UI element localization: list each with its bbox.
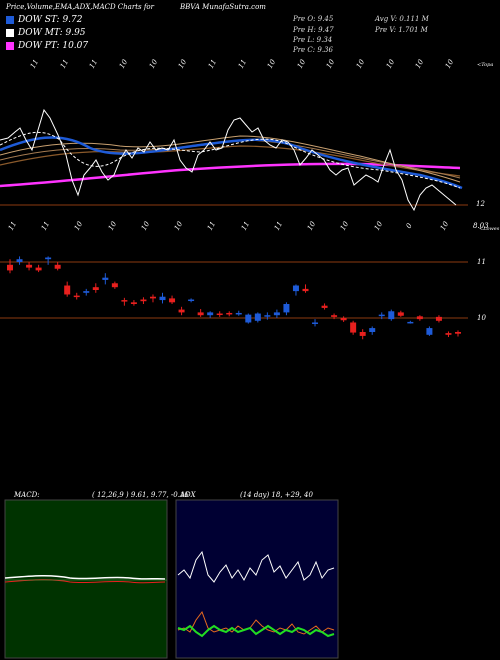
price-label-11: 11 <box>477 258 486 266</box>
candle-body <box>111 283 118 288</box>
adx-label: ADX <box>180 491 196 499</box>
candle-body <box>435 316 442 321</box>
candles-group <box>7 256 461 340</box>
legend-pt-swatch <box>6 42 14 50</box>
candle-body <box>254 313 261 321</box>
candle-body <box>264 315 271 317</box>
candle-body <box>83 291 90 293</box>
candle-body <box>7 264 13 271</box>
symbol-text: BBVA <box>180 3 200 11</box>
adx-params: (14 day) 18, +29, 40 <box>240 491 313 499</box>
candle-body <box>207 312 214 316</box>
candle-body <box>197 312 204 316</box>
candle-body <box>369 328 376 332</box>
price-label-10: 10 <box>477 314 486 322</box>
candle-body <box>331 315 338 317</box>
legend-mt-swatch <box>6 29 14 37</box>
candle-body <box>397 312 404 316</box>
candle-body <box>273 312 280 316</box>
candle-body <box>73 295 80 298</box>
candle-body <box>26 264 33 268</box>
symbol-label: BBVA MunafaSutra.com <box>180 3 266 11</box>
candle-body <box>388 311 395 320</box>
prev-open: Pre O: 9.45 <box>293 15 334 23</box>
chart-title: Price,Volume,EMA,ADX,MACD Charts for <box>6 3 154 11</box>
candle-body <box>292 285 299 292</box>
candle-body <box>407 321 414 324</box>
macd-params: ( 12,26,9 ) 9.61, 9.77, -0.16 <box>92 491 189 499</box>
candle-body <box>188 299 195 302</box>
level-label-12: 12 <box>476 200 485 208</box>
prev-volume: Pre V: 1.701 M <box>375 26 428 34</box>
candle-body <box>340 318 347 321</box>
right-label-bottom: <Lowes <box>479 226 500 232</box>
candle-body <box>45 257 52 260</box>
candle-body <box>426 328 433 335</box>
candle-body <box>130 302 137 304</box>
candle-body <box>216 313 223 316</box>
candle-body <box>92 287 99 290</box>
legend-pt: DOW PT: 10.07 <box>6 41 88 51</box>
ema-line-c <box>0 135 461 183</box>
macd-label: MACD: <box>14 491 40 499</box>
candle-body <box>416 316 423 320</box>
candle-body <box>121 300 128 302</box>
candle-body <box>140 299 147 302</box>
candle-body <box>178 309 185 313</box>
candle-body <box>64 285 71 295</box>
candle-body <box>455 332 461 334</box>
candle-body <box>350 322 357 333</box>
ema-st-line <box>0 136 463 190</box>
avg-volume: Avg V: 0.111 M <box>375 15 429 23</box>
price-line <box>0 108 457 212</box>
ema-pt-line <box>0 162 461 188</box>
candle-body <box>226 312 233 315</box>
legend-pt-label: DOW PT: 10.07 <box>18 41 89 51</box>
candle-body <box>54 264 61 269</box>
legend-mt-label: DOW MT: 9.95 <box>18 28 86 38</box>
macd-line <box>4 574 166 580</box>
candle-body <box>235 312 242 315</box>
site-text: MunafaSutra.com <box>202 3 266 11</box>
candle-body <box>312 322 319 324</box>
candle-body <box>159 296 166 301</box>
level-label-803: 8.03 <box>473 222 489 230</box>
candle-body <box>149 296 156 299</box>
legend-st-label: DOW ST: 9.72 <box>18 15 83 25</box>
candle-body <box>321 305 328 308</box>
candle-body <box>359 332 366 336</box>
candle-body <box>169 298 176 303</box>
legend-st: DOW ST: 9.72 <box>6 15 83 25</box>
legend-mt: DOW MT: 9.95 <box>6 28 86 38</box>
candle-body <box>102 277 109 280</box>
prev-high: Pre H: 9.47 <box>293 26 334 34</box>
candle-body <box>283 304 290 313</box>
candle-body <box>302 288 309 292</box>
candle-body <box>16 259 23 262</box>
candle-body <box>378 314 385 317</box>
adx-plus-di-line <box>177 550 335 583</box>
adx-line <box>177 624 335 638</box>
adx-panel <box>175 499 339 659</box>
candle-body <box>245 314 252 323</box>
candle-body <box>35 267 42 271</box>
adx-minus-di-line <box>177 610 335 635</box>
prev-close: Pre C: 9.36 <box>293 46 333 54</box>
right-label-top: <Topa <box>477 62 494 68</box>
candle-body <box>445 333 452 335</box>
legend-st-swatch <box>6 16 14 24</box>
ema-line-a <box>0 145 461 177</box>
prev-low: Pre L: 9.34 <box>293 36 333 44</box>
